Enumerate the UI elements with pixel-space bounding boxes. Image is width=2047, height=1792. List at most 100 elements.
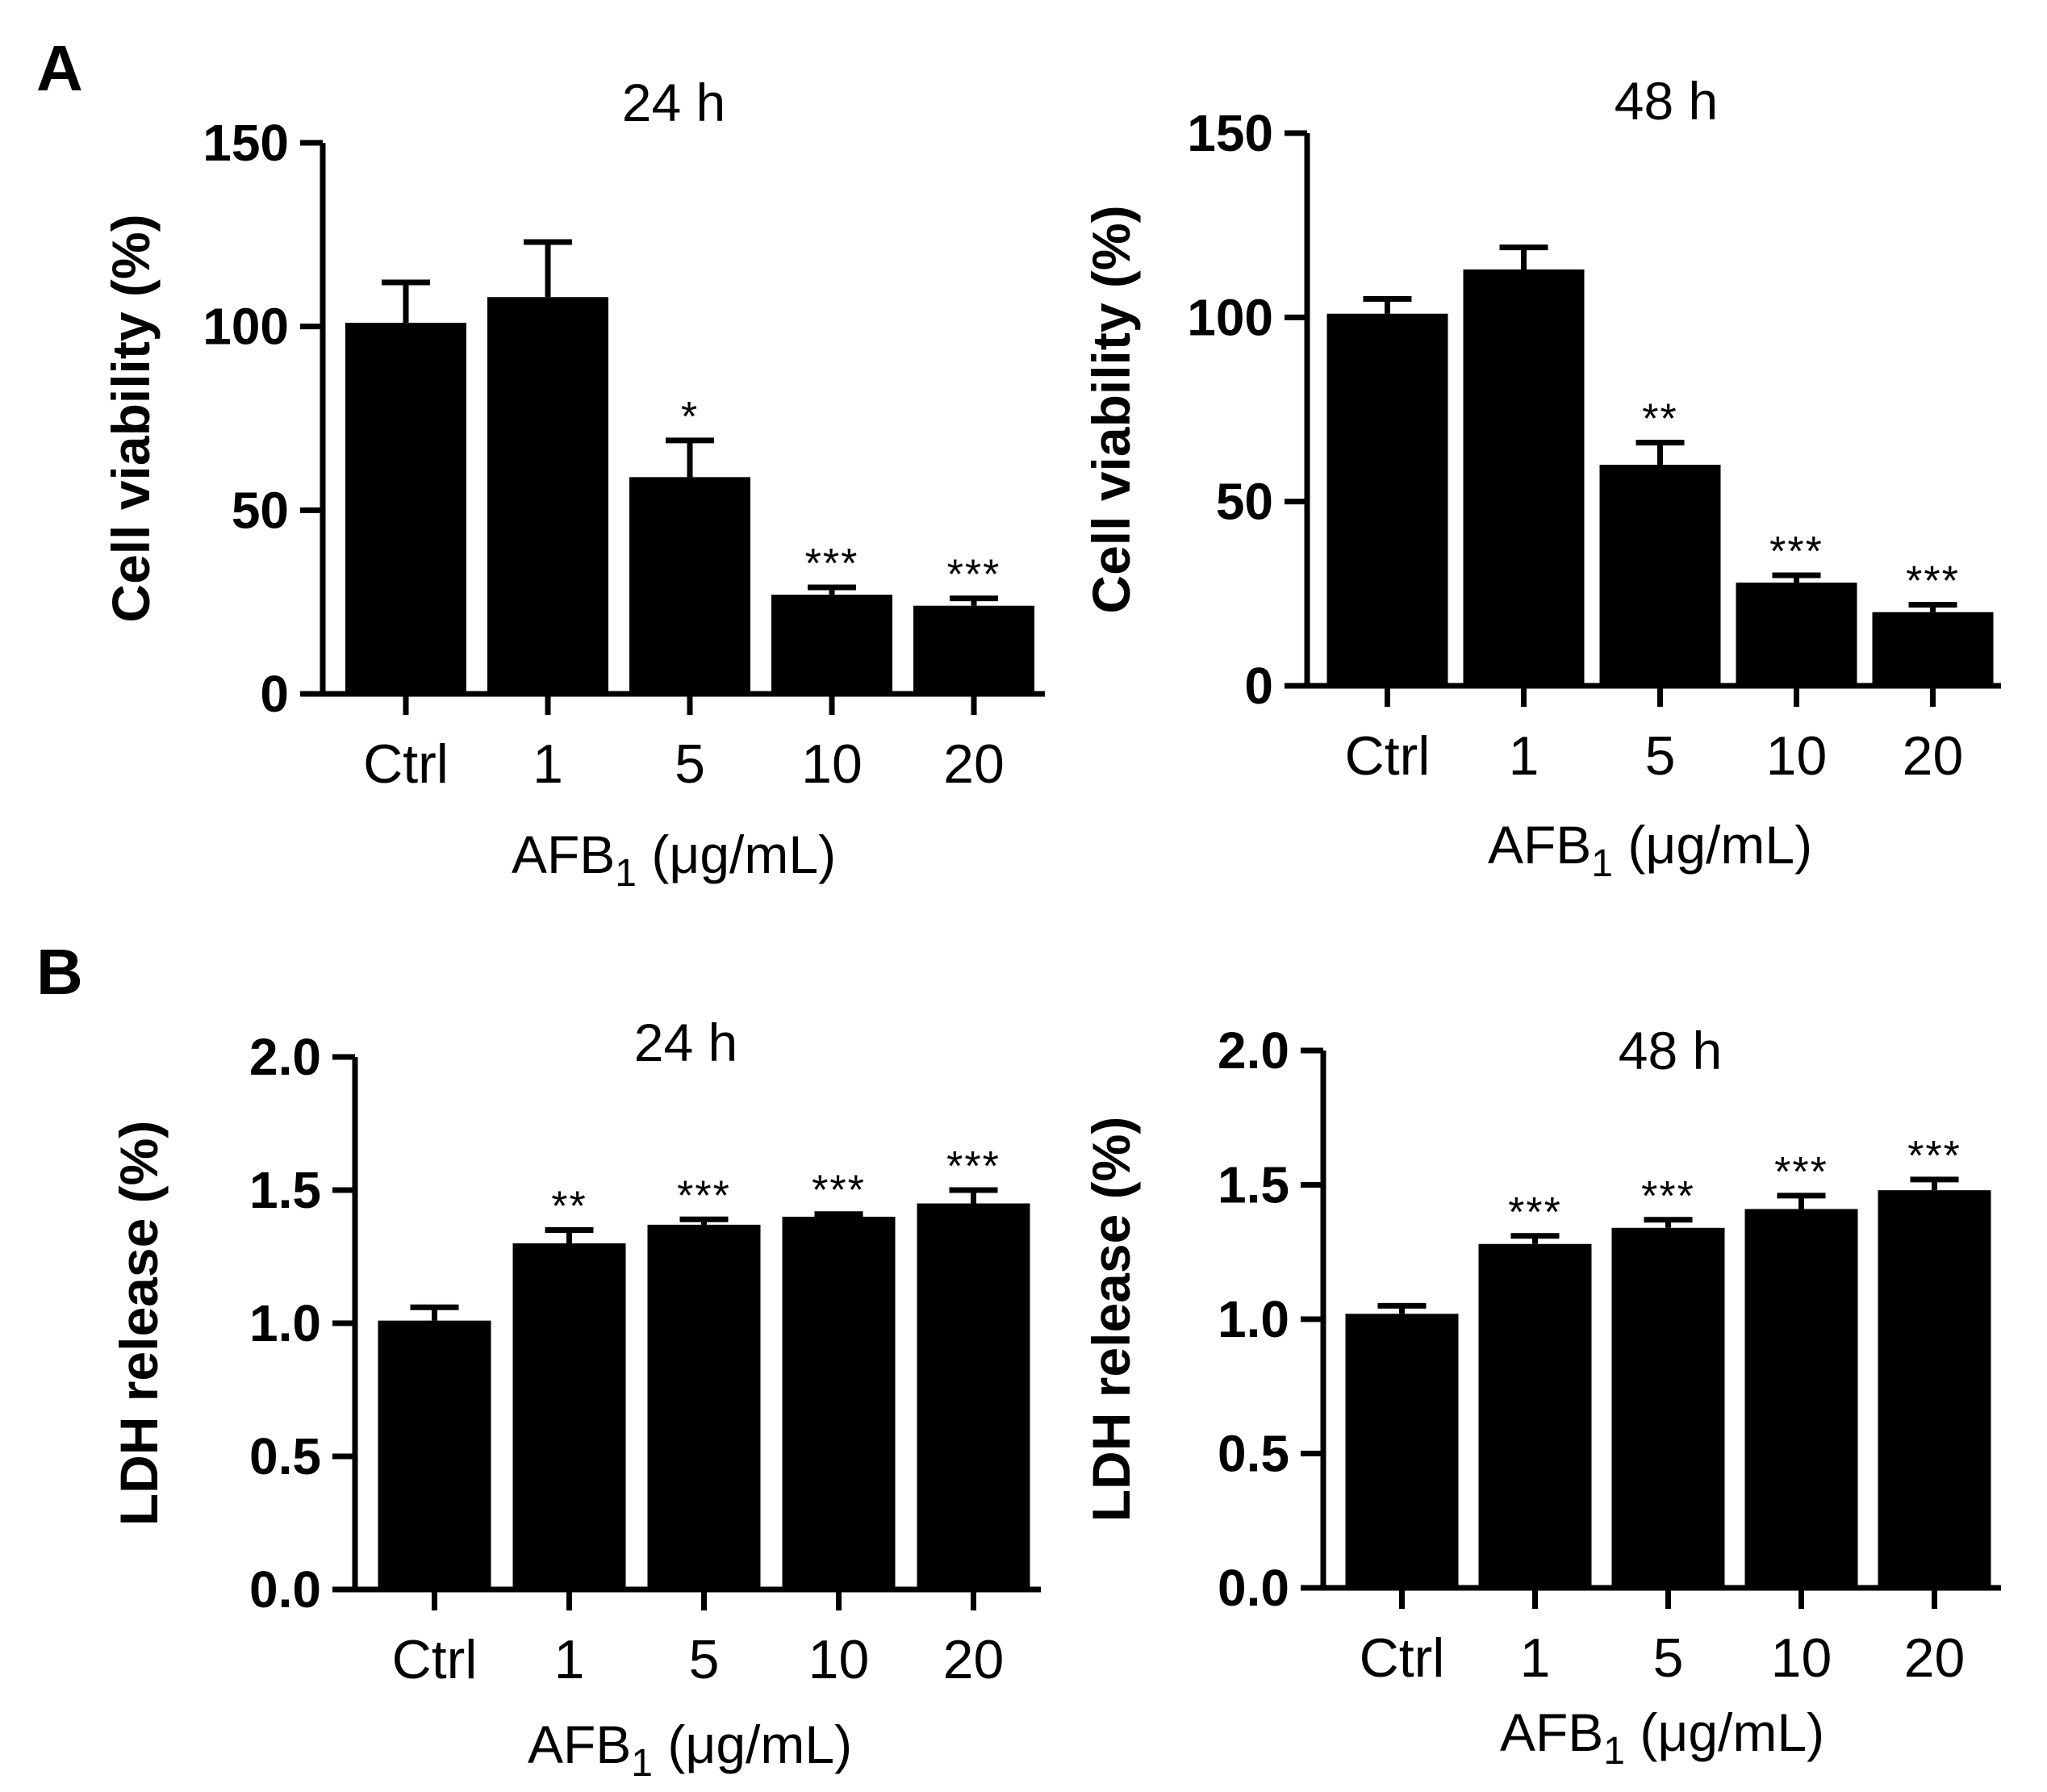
x-tick-label: 20 xyxy=(943,1629,1005,1690)
x-axis-label: AFB1 (μg/mL) xyxy=(512,825,836,895)
panel-letter-b: B xyxy=(36,936,83,1008)
y-axis-label: LDH release (%) xyxy=(1081,1117,1141,1523)
x-axis-label-units: (μg/mL) xyxy=(637,825,836,884)
y-tick-label: 0 xyxy=(1244,657,1273,715)
bar xyxy=(917,1203,1030,1589)
x-tick-label: Ctrl xyxy=(1360,1627,1445,1689)
x-tick-label: 10 xyxy=(1766,725,1828,787)
panel-letter-a: A xyxy=(36,32,83,104)
bar xyxy=(345,323,466,694)
significance-label: *** xyxy=(1769,528,1824,575)
bar xyxy=(1872,612,1994,686)
x-tick-label: 5 xyxy=(1653,1627,1684,1689)
x-axis-label-main: AFB xyxy=(528,1715,631,1774)
x-axis-label: AFB1 (μg/mL) xyxy=(1500,1702,1824,1773)
bar xyxy=(1744,1209,1858,1588)
y-tick-label: 1.5 xyxy=(249,1161,321,1219)
bar xyxy=(629,477,750,694)
significance-label: ** xyxy=(551,1184,587,1230)
bar xyxy=(782,1217,896,1589)
x-tick-label: 1 xyxy=(533,733,563,795)
significance-label: *** xyxy=(946,1143,1001,1190)
chart-3: 24 h 0.0 0.5 1.0 1.5 2.0 LDH release (%) Ctrl 1 *… xyxy=(109,1013,1041,1785)
significance-label: * xyxy=(681,394,699,441)
y-tick-label: 0.5 xyxy=(249,1427,321,1485)
x-axis-label-subscript: 1 xyxy=(615,852,637,895)
bar xyxy=(771,595,892,694)
y-tick-label: 0.0 xyxy=(249,1560,321,1619)
chart-title: 48 h xyxy=(1615,71,1718,131)
x-tick-label: Ctrl xyxy=(392,1629,478,1690)
x-axis-label-units: (μg/mL) xyxy=(653,1715,852,1774)
y-tick-label: 2.0 xyxy=(1218,1021,1289,1080)
bar xyxy=(1478,1243,1592,1588)
x-axis-label-subscript: 1 xyxy=(1603,1730,1625,1773)
y-tick-label: 50 xyxy=(1216,473,1273,531)
x-axis-label-main: AFB xyxy=(1488,815,1591,875)
bar xyxy=(1599,465,1721,686)
chart-1: 24 h 0 50 100 150 Cell viability (%) Ctrl 1 5 * 10… xyxy=(101,73,1045,895)
chart-4: 48 h 0.0 0.5 1.0 1.5 2.0 LDH release (%) Ctrl 1 *… xyxy=(1081,1021,2001,1773)
chart-2: 48 h 0 50 100 150 Cell viability (%) Ctrl 1 5 ** 1… xyxy=(1081,71,2001,885)
x-tick-label: 10 xyxy=(808,1629,870,1690)
bar xyxy=(1878,1190,1991,1588)
x-tick-label: 20 xyxy=(1904,1627,1966,1689)
x-tick-label: 1 xyxy=(554,1629,585,1690)
bar xyxy=(1736,583,1857,686)
significance-label: *** xyxy=(1641,1173,1695,1220)
significance-label: *** xyxy=(1508,1189,1562,1236)
significance-label: *** xyxy=(1774,1149,1828,1196)
x-axis-label: AFB1 (μg/mL) xyxy=(1488,815,1812,885)
y-tick-label: 2.0 xyxy=(249,1028,321,1086)
bar xyxy=(1326,313,1448,686)
chart-title: 24 h xyxy=(634,1013,737,1072)
x-tick-label: Ctrl xyxy=(363,733,449,795)
x-tick-label: 1 xyxy=(1520,1627,1551,1689)
x-tick-label: 1 xyxy=(1509,725,1539,787)
x-tick-label: 20 xyxy=(943,733,1005,795)
significance-label: ** xyxy=(1642,396,1677,443)
x-axis-label-main: AFB xyxy=(512,825,615,884)
significance-label: *** xyxy=(1906,558,1960,605)
y-axis-label: Cell viability (%) xyxy=(101,214,161,622)
y-tick-label: 100 xyxy=(203,298,289,356)
bar xyxy=(378,1320,491,1589)
bar xyxy=(913,605,1034,694)
x-axis-label-subscript: 1 xyxy=(631,1742,653,1785)
bar xyxy=(1345,1314,1459,1588)
y-tick-label: 0.5 xyxy=(1218,1425,1289,1483)
significance-label: *** xyxy=(1907,1133,1961,1180)
y-tick-label: 150 xyxy=(1187,104,1273,162)
x-tick-label: 10 xyxy=(1771,1627,1832,1689)
x-axis-label-subscript: 1 xyxy=(1591,842,1613,885)
significance-label: *** xyxy=(677,1172,731,1219)
x-tick-label: 5 xyxy=(1645,725,1676,787)
y-tick-label: 0 xyxy=(260,665,289,723)
y-tick-label: 100 xyxy=(1187,288,1273,346)
significance-label: *** xyxy=(812,1168,866,1214)
y-axis-label: LDH release (%) xyxy=(109,1121,169,1527)
x-axis-label: AFB1 (μg/mL) xyxy=(528,1715,852,1785)
chart-title: 48 h xyxy=(1619,1021,1722,1080)
y-tick-label: 1.0 xyxy=(249,1294,321,1352)
x-tick-label: Ctrl xyxy=(1345,725,1431,787)
x-tick-label: 5 xyxy=(675,733,705,795)
x-axis-label-units: (μg/mL) xyxy=(1613,815,1812,875)
x-tick-label: 5 xyxy=(689,1629,720,1690)
y-tick-label: 1.5 xyxy=(1218,1156,1289,1214)
y-axis-label: Cell viability (%) xyxy=(1081,205,1141,613)
bar xyxy=(1463,269,1585,686)
chart-title: 24 h xyxy=(622,73,725,132)
x-tick-label: 10 xyxy=(801,733,863,795)
y-tick-label: 1.0 xyxy=(1218,1290,1289,1348)
x-tick-label: 20 xyxy=(1903,725,1964,787)
y-tick-label: 150 xyxy=(203,114,289,172)
significance-label: *** xyxy=(947,552,1001,599)
bar xyxy=(1611,1227,1725,1588)
significance-label: *** xyxy=(805,541,859,587)
bar xyxy=(487,297,608,694)
x-axis-label-units: (μg/mL) xyxy=(1625,1702,1824,1762)
x-axis-label-main: AFB xyxy=(1500,1702,1603,1762)
